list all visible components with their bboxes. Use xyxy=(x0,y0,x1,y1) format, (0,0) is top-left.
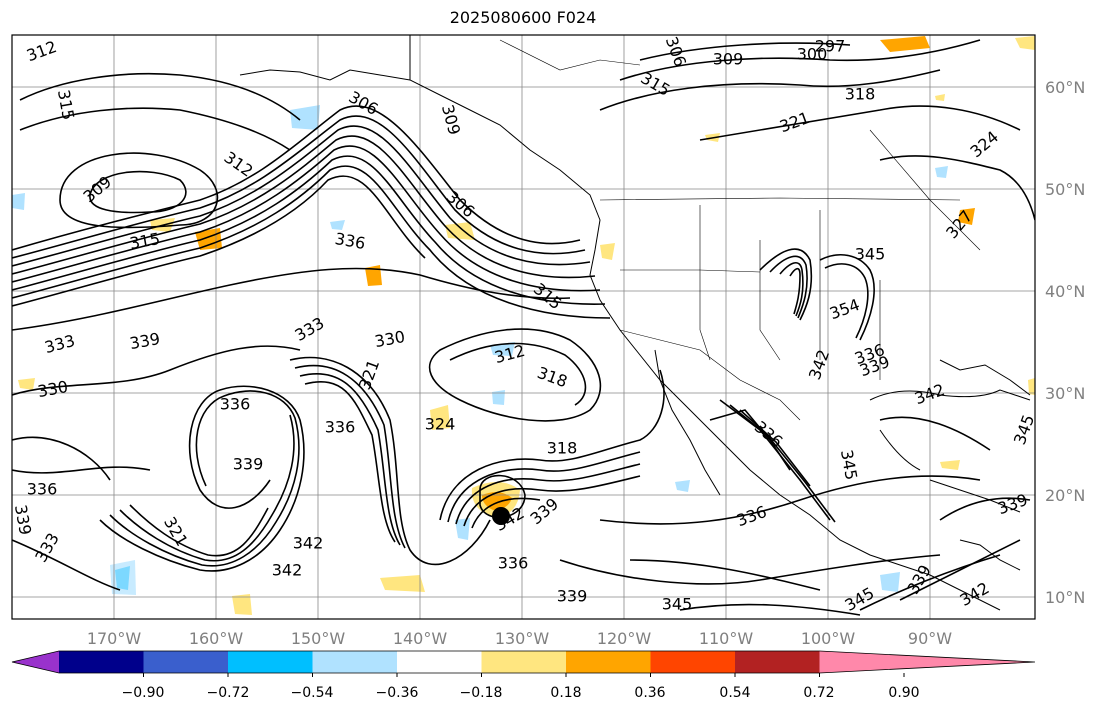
colorbar-tick-labels: −0.90 −0.72 −0.54 −0.36 −0.18 0.18 0.36 … xyxy=(122,685,920,701)
map-frame xyxy=(11,34,1036,620)
colorbar-tick-label: −0.90 xyxy=(122,685,165,701)
contour-label: 342 xyxy=(272,561,303,580)
plot-title: 2025080600 F024 xyxy=(449,8,597,27)
lat-label: 50°N xyxy=(1045,180,1085,199)
colorbar-tick-label: 0.90 xyxy=(888,685,919,701)
tropical-cyclone-center-marker xyxy=(492,507,510,525)
lon-label: 90°W xyxy=(908,629,952,648)
colorbar-tick-label: 0.72 xyxy=(803,685,834,701)
colorbar-segment xyxy=(143,651,229,673)
lat-label: 30°N xyxy=(1045,384,1085,403)
colorbar-segment xyxy=(59,651,144,673)
contour-label: 345 xyxy=(662,595,693,614)
contour-label: 318 xyxy=(547,439,578,458)
contour-label: 318 xyxy=(845,85,876,104)
latitude-labels: 60°N 50°N 40°N 30°N 20°N 10°N xyxy=(1045,78,1085,607)
colorbar-tick-label: −0.72 xyxy=(207,685,250,701)
colorbar-tick-label: 0.54 xyxy=(719,685,750,701)
colorbar-tick-label: −0.18 xyxy=(460,685,503,701)
contours xyxy=(12,39,1035,616)
colorbar-segment xyxy=(312,651,398,673)
lon-label: 150°W xyxy=(291,629,346,648)
colorbar-extend-min xyxy=(12,651,59,673)
contour-label: 336 xyxy=(498,554,529,573)
colorbar-segment xyxy=(481,651,567,673)
colorbar-tick-label: −0.36 xyxy=(376,685,419,701)
colorbar xyxy=(11,650,1036,677)
lon-label: 130°W xyxy=(495,629,550,648)
colorbar-segment xyxy=(735,651,820,673)
contour-label: 336 xyxy=(220,395,251,414)
lat-label: 60°N xyxy=(1045,78,1085,97)
lon-label: 110°W xyxy=(699,629,754,648)
graticule xyxy=(12,35,1035,619)
lat-label: 40°N xyxy=(1045,282,1085,301)
lon-label: 140°W xyxy=(393,629,448,648)
colorbar-tick-label: 0.18 xyxy=(550,685,581,701)
contour-label: 297 xyxy=(815,37,846,56)
contour-label: 300 xyxy=(797,45,828,64)
contour-label: 336 xyxy=(325,418,356,437)
lat-label: 20°N xyxy=(1045,486,1085,505)
map-panel xyxy=(12,35,1035,619)
colorbar-tick-label: −0.54 xyxy=(291,685,334,701)
contour-label: 339 xyxy=(11,503,35,536)
colorbar-segment xyxy=(566,651,651,673)
lon-label: 170°W xyxy=(87,629,142,648)
contour-label: 342 xyxy=(293,534,324,553)
contour-label: 324 xyxy=(425,415,456,434)
contour-label: 309 xyxy=(713,50,744,69)
colorbar-outline xyxy=(11,650,1036,674)
colorbar-segment xyxy=(228,651,313,673)
lon-label: 100°W xyxy=(801,629,856,648)
colorbar-segment xyxy=(397,651,482,673)
lat-label: 10°N xyxy=(1045,588,1085,607)
coastlines xyxy=(239,35,1031,611)
contour-label: 336 xyxy=(27,480,58,499)
contour-label: 339 xyxy=(233,455,264,474)
colorbar-tick-label: 0.36 xyxy=(634,685,665,701)
lon-label: 160°W xyxy=(189,629,244,648)
contour-label: 339 xyxy=(557,587,588,606)
longitude-labels: 170°W 160°W 150°W 140°W 130°W 120°W 110°… xyxy=(87,629,952,648)
contour-label: 345 xyxy=(855,245,886,264)
lon-label: 120°W xyxy=(597,629,652,648)
colorbar-extend-max xyxy=(819,651,1035,673)
colorbar-segment xyxy=(650,651,736,673)
